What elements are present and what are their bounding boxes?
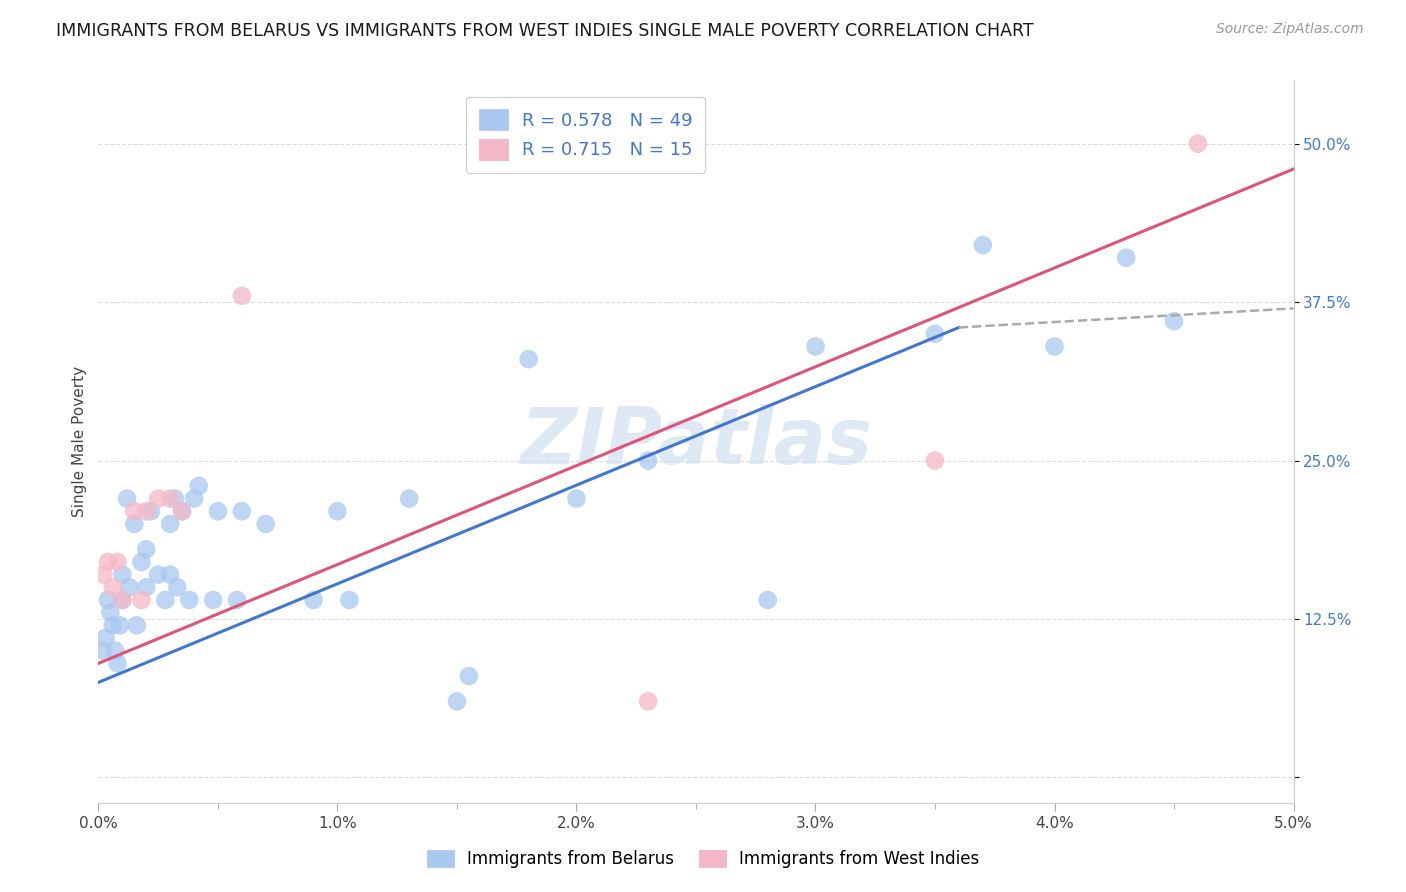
Point [972, 238, 994, 252]
Point [226, 593, 249, 607]
Point [166, 580, 188, 594]
Point [637, 694, 659, 708]
Point [1163, 314, 1185, 328]
Point [159, 516, 181, 531]
Point [139, 504, 162, 518]
Point [159, 491, 181, 506]
Point [125, 618, 148, 632]
Point [637, 453, 659, 467]
Point [172, 504, 194, 518]
Point [756, 593, 779, 607]
Point [115, 491, 138, 506]
Point [101, 618, 124, 632]
Point [107, 555, 129, 569]
Point [458, 669, 481, 683]
Point [98, 606, 122, 620]
Point [231, 289, 253, 303]
Point [108, 618, 131, 632]
Point [163, 491, 186, 506]
Point [124, 504, 146, 518]
Point [398, 491, 420, 506]
Point [254, 516, 277, 531]
Point [1115, 251, 1137, 265]
Point [172, 504, 194, 518]
Point [183, 491, 205, 506]
Point [155, 593, 177, 607]
Point [135, 504, 157, 518]
Point [91, 567, 114, 582]
Point [131, 593, 153, 607]
Y-axis label: Single Male Poverty: Single Male Poverty [72, 366, 87, 517]
Point [135, 542, 157, 557]
Point [187, 479, 209, 493]
Text: ZIPatlas: ZIPatlas [520, 403, 872, 480]
Point [231, 504, 253, 518]
Legend: Immigrants from Belarus, Immigrants from West Indies: Immigrants from Belarus, Immigrants from… [420, 843, 986, 875]
Point [124, 516, 146, 531]
Point [111, 567, 134, 582]
Point [302, 593, 325, 607]
Point [924, 326, 946, 341]
Point [148, 491, 170, 506]
Point [1043, 339, 1066, 353]
Point [804, 339, 827, 353]
Point [91, 643, 114, 657]
Text: Source: ZipAtlas.com: Source: ZipAtlas.com [1216, 22, 1364, 37]
Point [159, 567, 181, 582]
Point [107, 657, 129, 671]
Point [94, 631, 117, 645]
Point [118, 580, 141, 594]
Point [148, 567, 170, 582]
Point [446, 694, 468, 708]
Point [179, 593, 201, 607]
Point [97, 593, 120, 607]
Text: IMMIGRANTS FROM BELARUS VS IMMIGRANTS FROM WEST INDIES SINGLE MALE POVERTY CORRE: IMMIGRANTS FROM BELARUS VS IMMIGRANTS FR… [56, 22, 1033, 40]
Point [104, 643, 127, 657]
Legend: R = 0.578   N = 49, R = 0.715   N = 15: R = 0.578 N = 49, R = 0.715 N = 15 [465, 96, 706, 172]
Point [565, 491, 588, 506]
Point [924, 453, 946, 467]
Point [111, 593, 134, 607]
Point [131, 555, 153, 569]
Point [326, 504, 349, 518]
Point [339, 593, 361, 607]
Point [202, 593, 225, 607]
Point [111, 593, 134, 607]
Point [97, 555, 120, 569]
Point [207, 504, 229, 518]
Point [1187, 136, 1209, 151]
Point [135, 580, 157, 594]
Point [517, 352, 540, 367]
Point [101, 580, 124, 594]
